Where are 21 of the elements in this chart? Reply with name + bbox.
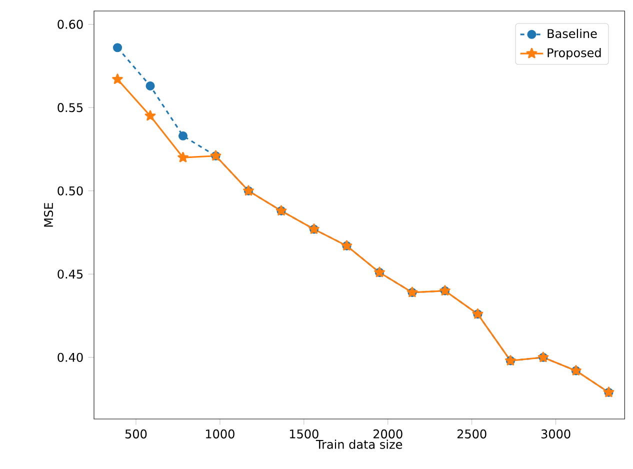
legend-label: Baseline	[548, 28, 597, 38]
y-tick-label: 0.50	[58, 186, 83, 196]
x-tick-label: 3000	[541, 429, 570, 438]
x-tick-label: 500	[125, 429, 147, 438]
x-tick-label: 2000	[373, 429, 402, 438]
point	[144, 110, 156, 121]
y-tick-label: 0.55	[58, 103, 83, 112]
y-axis-title: MSE	[44, 202, 54, 227]
x-tick-label: 1000	[206, 429, 234, 438]
point	[178, 131, 188, 140]
x-tick-label: 2500	[457, 429, 486, 438]
point	[112, 43, 122, 52]
x-tick-label: 1500	[290, 429, 318, 438]
x-axis-title: Train data size	[316, 440, 402, 449]
point	[146, 81, 155, 90]
point	[178, 152, 188, 162]
point	[112, 74, 123, 84]
y-tick-label: 0.40	[58, 352, 83, 362]
y-tick-label: 0.45	[58, 270, 83, 279]
legend-label: Proposed	[548, 48, 601, 60]
y-tick-label: 0.60	[58, 20, 83, 29]
